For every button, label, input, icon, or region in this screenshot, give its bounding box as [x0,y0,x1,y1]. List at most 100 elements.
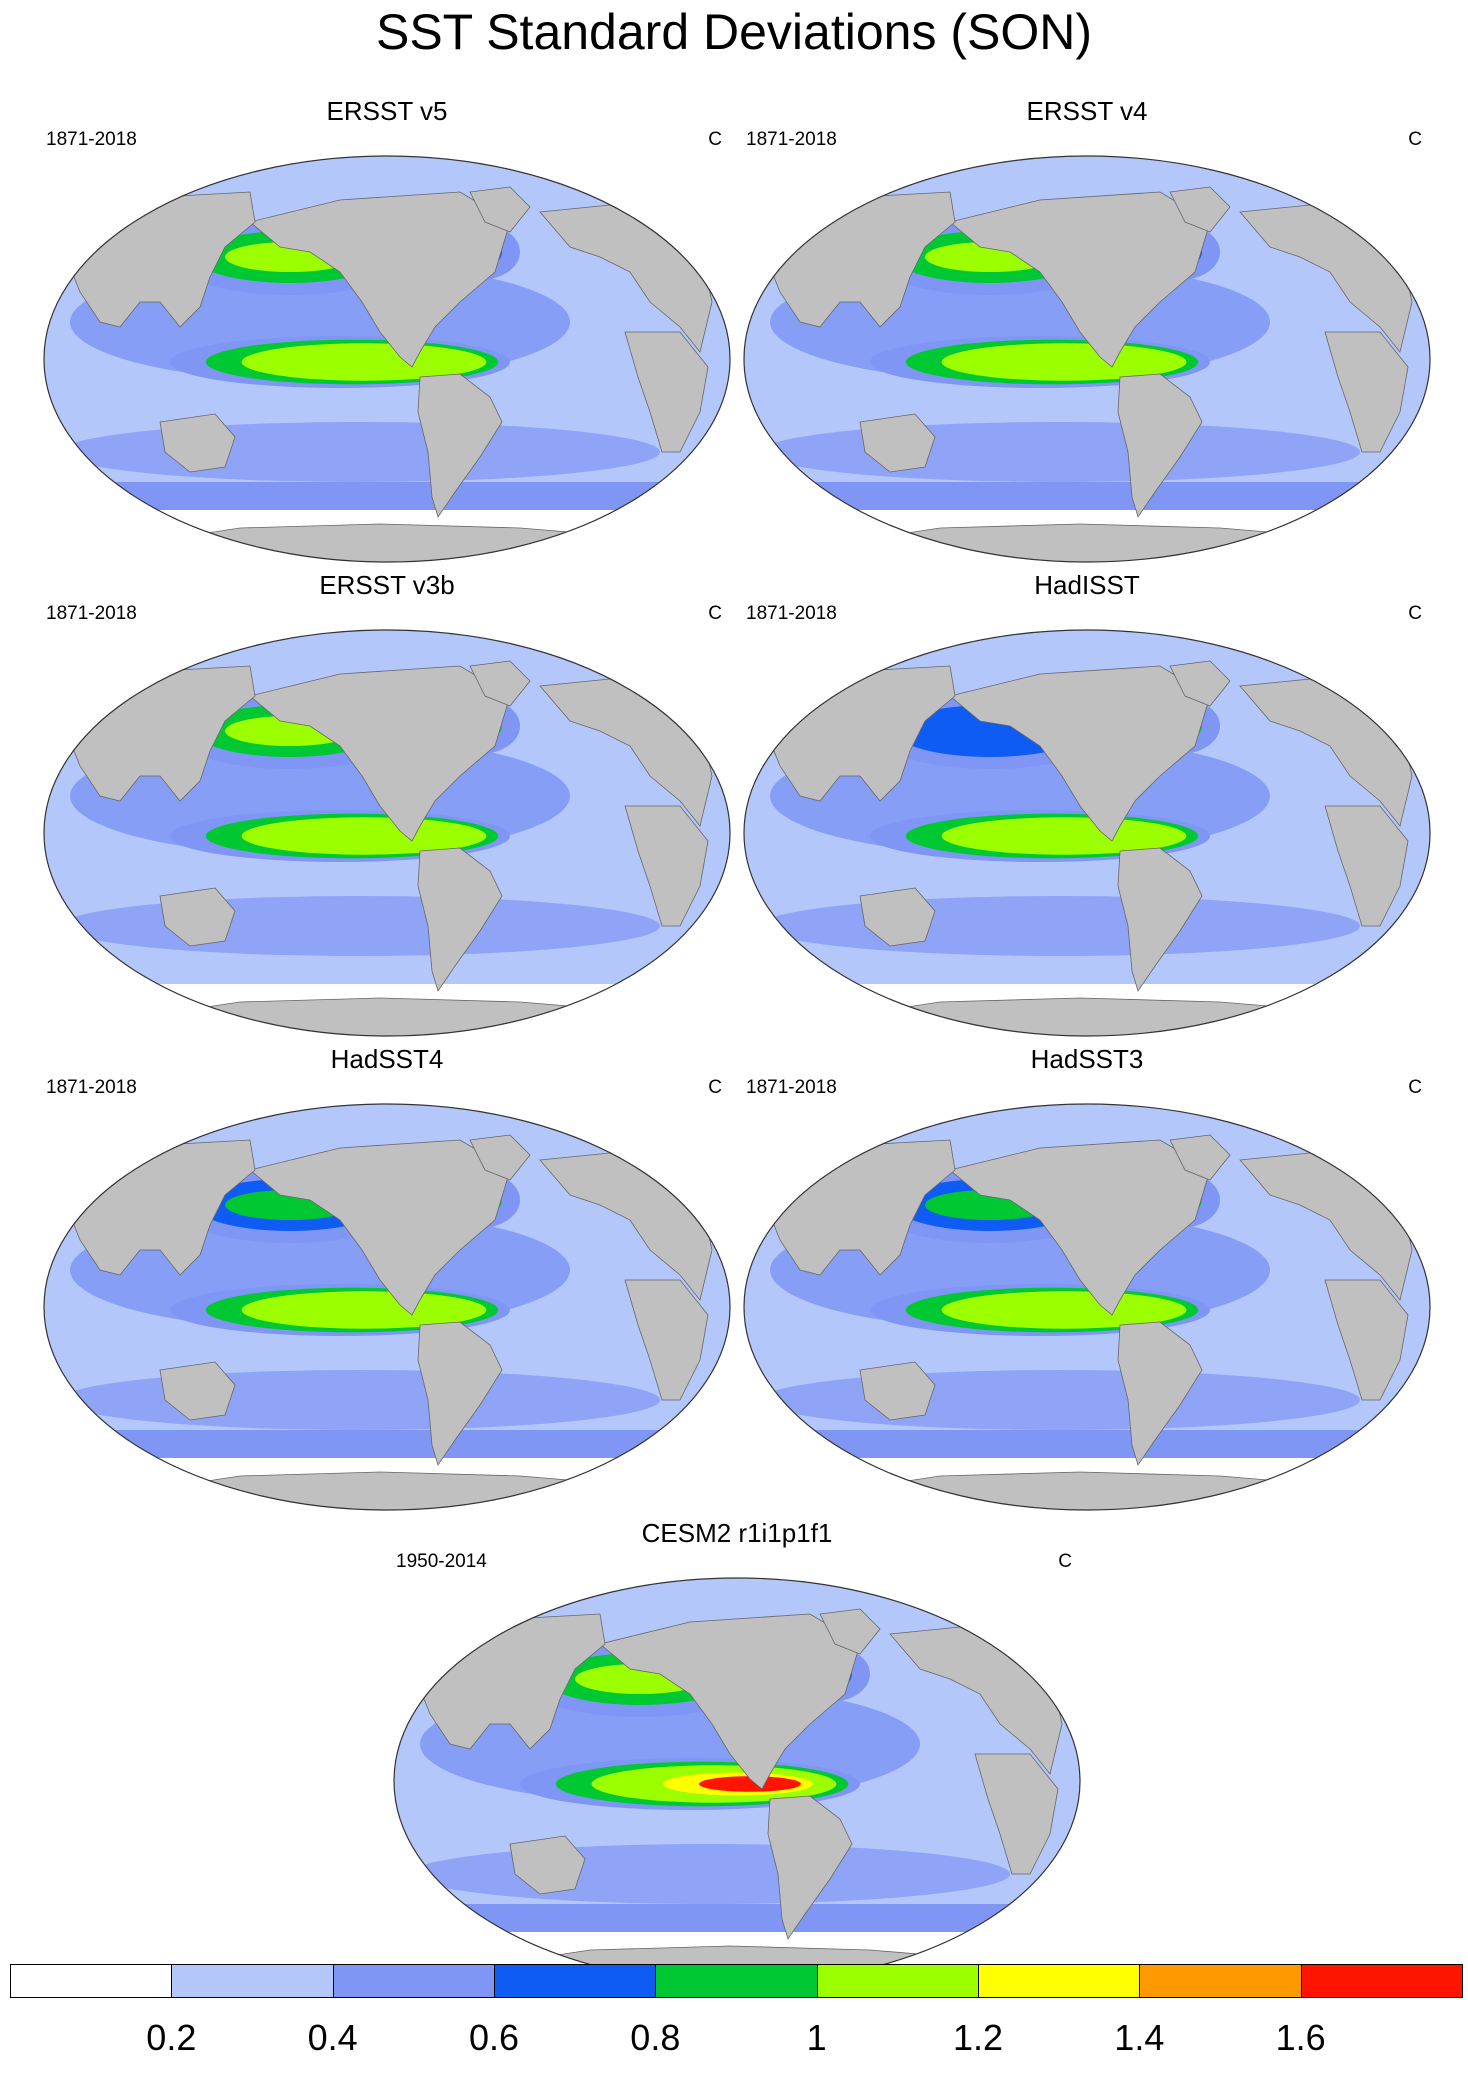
panel-period: 1950-2014 [396,1551,487,1572]
colorbar-label: 1.2 [952,2017,1004,2058]
map-border [43,629,731,1037]
map-plot [743,155,1431,563]
map-plot [743,1103,1431,1511]
land-south-america [1117,373,1203,518]
panel-unit: C [1408,603,1422,624]
map-panel: HadSST3 1871-2018 C [738,1042,1436,1512]
map-plot [43,629,731,1037]
panel-unit: C [1408,1077,1422,1098]
enso-anomaly [977,1294,1175,1326]
land-south-america [1117,847,1203,992]
map-border [743,629,1431,1037]
map-plot [393,1577,1081,1985]
panel-period: 1871-2018 [46,1077,137,1098]
land-greenland [1169,1134,1231,1181]
panel-title: HadISST [1034,570,1140,600]
figure-title: SST Standard Deviations (SON) [375,4,1093,60]
map-panel: HadSST4 1871-2018 C [38,1042,736,1512]
land-south-america [417,1321,503,1466]
land-south-america [417,847,503,992]
land-greenland [469,660,531,707]
land-australia [859,413,936,473]
colorbar-box [494,1964,657,1998]
colorbar-box [978,1964,1141,1998]
colorbar-box [655,1964,818,1998]
panel-unit: C [708,129,722,150]
land-greenland [1169,186,1231,233]
panel-period: 1871-2018 [46,603,137,624]
southern-ocean-band [44,956,730,984]
southern-ocean-band [44,482,730,510]
colorbar [10,1964,1463,2000]
colorbar-label: 0.6 [468,2017,520,2058]
land-south-america [767,1795,853,1940]
map-border [43,155,731,563]
colorbar-box [332,1964,495,1998]
land-africa [1324,1279,1409,1401]
southern-ocean-band [744,956,1430,984]
southern-ocean-band [744,1430,1430,1458]
panel-title: HadSST3 [1030,1044,1144,1074]
map-panel: ERSST v4 1871-2018 C [738,94,1436,564]
land-africa [624,1279,709,1401]
colorbar-label: 0.4 [307,2017,358,2058]
panel-title: CESM2 r1i1p1f1 [641,1518,833,1548]
colorbar-box [1300,1964,1463,1998]
land-africa [974,1753,1059,1875]
enso-anomaly [277,820,475,852]
panel-period: 1871-2018 [46,129,137,150]
land-africa [1324,331,1409,453]
variability-band [760,896,1360,956]
map-border [743,1103,1431,1511]
panel-unit: C [708,1077,722,1098]
enso-anomaly [977,346,1175,378]
land-south-america [417,373,503,518]
enso-anomaly [941,817,1187,855]
panel-unit: C [1408,129,1422,150]
variability-band [60,896,660,956]
variability-band [760,422,1360,482]
land-greenland [469,1134,531,1181]
panel-title: ERSST v3b [319,570,455,600]
southern-ocean-band [44,1430,730,1458]
panel-period: 1871-2018 [746,1077,837,1098]
land-australia [859,887,936,947]
colorbar-box [1139,1964,1302,1998]
colorbar-label: 0.8 [630,2017,681,2058]
colorbar-box [171,1964,334,1998]
land-africa [1324,805,1409,927]
land-australia [509,1835,586,1895]
land-australia [859,1361,936,1421]
variability-band [760,1370,1360,1430]
land-greenland [819,1608,881,1655]
colorbar-label: 1.6 [1275,2017,1326,2058]
map-panel: ERSST v3b 1871-2018 C [38,568,736,1038]
map-panel: CESM2 r1i1p1f1 1950-2014 C [388,1516,1086,1986]
map-border [43,1103,731,1511]
land-greenland [1169,660,1231,707]
enso-anomaly [277,1294,475,1326]
colorbar-box [816,1964,979,1998]
enso-anomaly [699,1776,801,1792]
panel-title: HadSST4 [330,1044,444,1074]
map-plot [743,629,1431,1037]
southern-ocean-band [394,1904,1080,1932]
map-panel: HadISST 1871-2018 C [738,568,1436,1038]
land-greenland [469,186,531,233]
panel-unit: C [708,603,722,624]
land-australia [159,413,236,473]
land-australia [159,887,236,947]
map-plot [43,1103,731,1511]
colorbar-label: 1 [806,2017,827,2058]
variability-band [410,1844,1010,1904]
enso-anomaly [277,346,475,378]
southern-ocean-band [744,482,1430,510]
map-plot [43,155,731,563]
variability-band [60,1370,660,1430]
variability-band [60,422,660,482]
panel-period: 1871-2018 [746,129,837,150]
land-africa [624,805,709,927]
panel-title: ERSST v5 [326,96,448,126]
land-africa [624,331,709,453]
map-border [743,155,1431,563]
